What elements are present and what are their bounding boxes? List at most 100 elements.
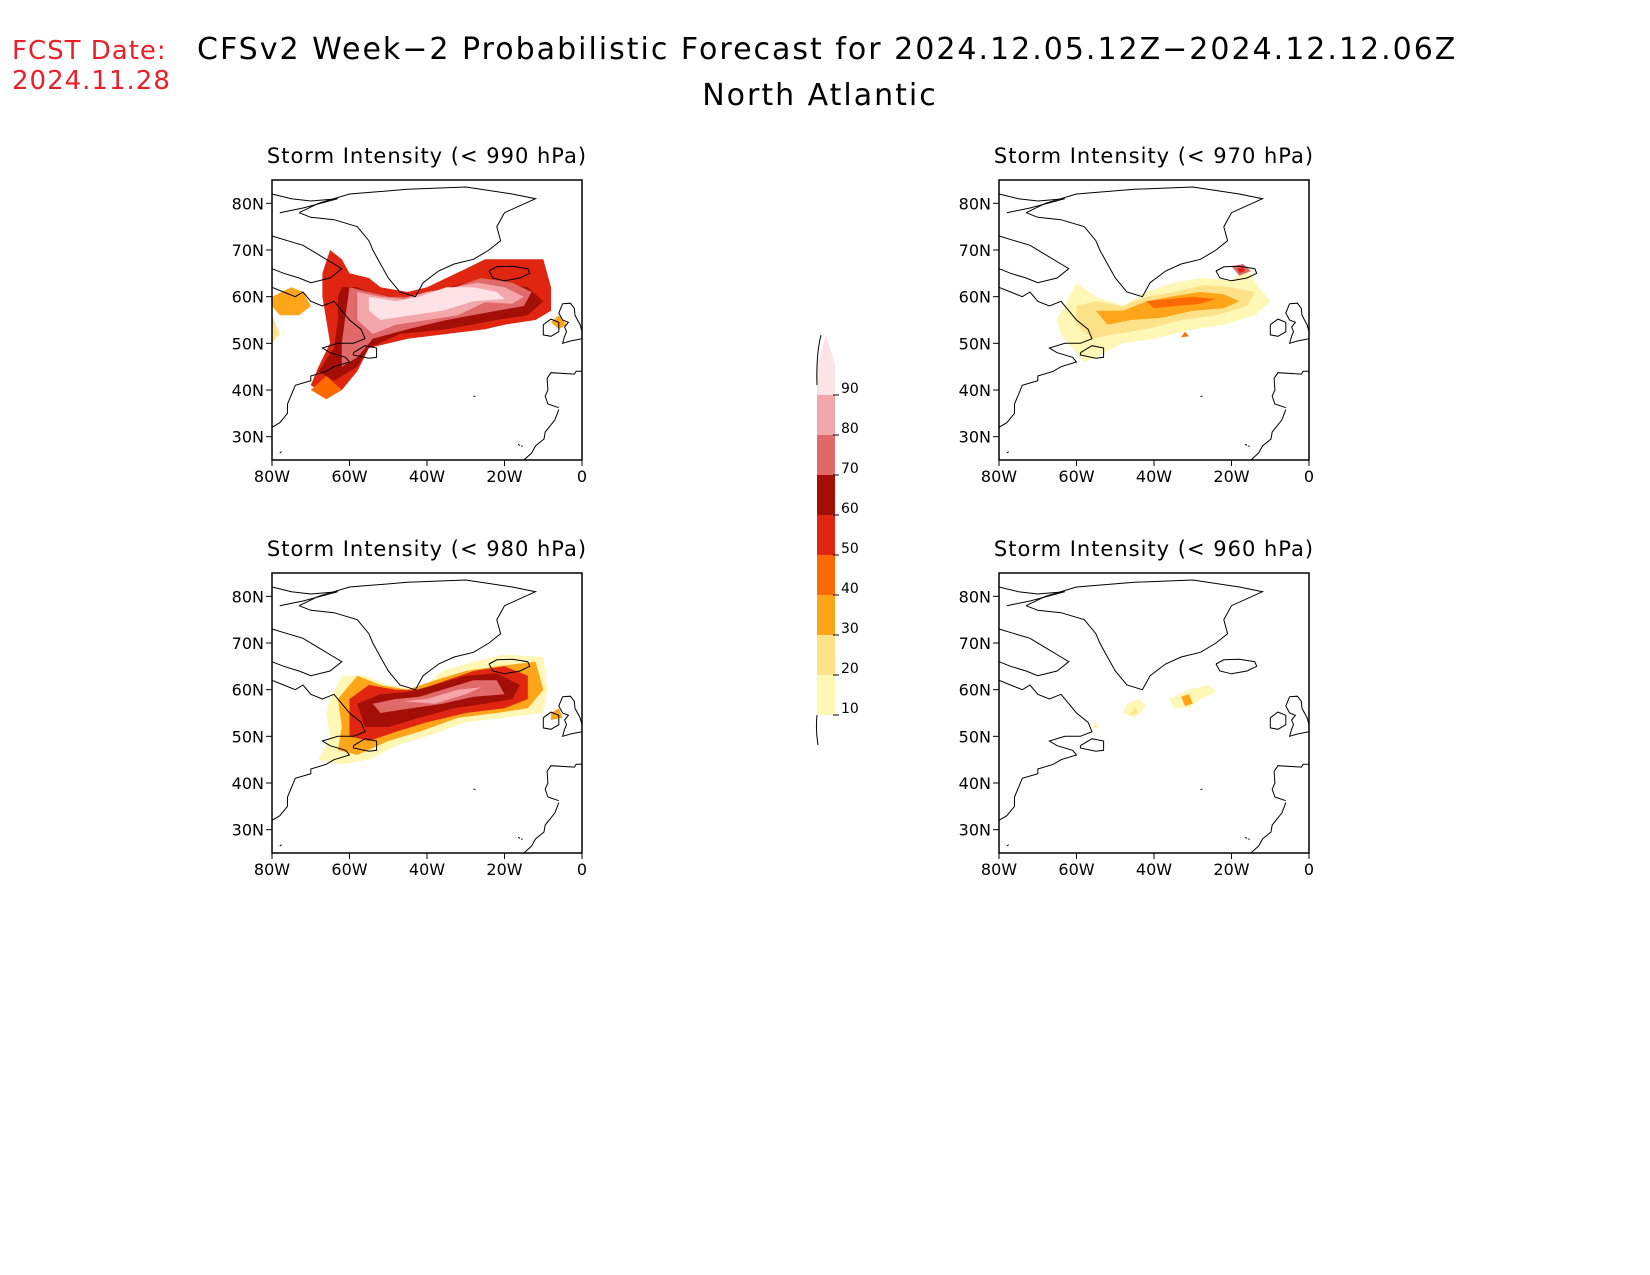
coastline-group (271, 186, 583, 461)
coastline (517, 443, 521, 446)
coastline (1025, 186, 1265, 298)
page-title: CFSv2 Week−2 Probabilistic Forecast for … (197, 32, 1458, 67)
probability-area (403, 687, 482, 704)
probability-area (1169, 685, 1216, 709)
colorbar-label: 50 (841, 541, 859, 557)
coastline (1025, 579, 1265, 691)
lat-tick-label: 40N (232, 381, 264, 400)
probability-area (1130, 706, 1139, 716)
lon-tick-label: 40W (1136, 860, 1172, 879)
colorbar-segment (817, 435, 835, 475)
coastline (558, 302, 583, 345)
lat-tick-label: 30N (959, 428, 991, 447)
coastline (1244, 836, 1248, 839)
probability-area (1237, 267, 1246, 274)
lon-tick-label: 80W (254, 860, 290, 879)
coastline (1250, 409, 1287, 461)
lat-tick-label: 70N (959, 241, 991, 260)
lat-tick-label: 50N (232, 334, 264, 353)
coastline (488, 265, 531, 282)
probability-area (368, 287, 505, 320)
map-panel-svg: Storm Intensity (< 960 hPa) 80N 70N 60N 50N 4… (959, 537, 1314, 879)
lat-tick-label: 40N (959, 381, 991, 400)
colorbar-label: 20 (841, 661, 859, 677)
panel-title: Storm Intensity (< 980 hPa) (267, 537, 587, 561)
lat-tick-label: 80N (959, 587, 991, 606)
lat-tick-label: 50N (959, 334, 991, 353)
coastline (1248, 838, 1250, 841)
colorbar-tail (815, 714, 821, 756)
coastline (998, 193, 1066, 214)
lat-tick-label: 60N (232, 681, 264, 700)
map-panel-970: Storm Intensity (< 970 hPa) 80N 70N 60N 50N 4… (959, 140, 1407, 520)
coastline (1271, 370, 1309, 409)
coastline (1269, 711, 1287, 730)
coastline (1248, 445, 1250, 448)
colorbar-segment (817, 515, 835, 555)
map-frame (998, 572, 1310, 854)
coastline (521, 838, 523, 841)
coastline (298, 186, 538, 298)
panel-title: Storm Intensity (< 960 hPa) (994, 537, 1314, 561)
probability-shading (272, 250, 567, 400)
coastline (558, 695, 583, 738)
coastline (542, 318, 560, 337)
colorbar-label: 30 (841, 621, 859, 637)
coastline (523, 409, 560, 461)
map-panel-svg: Storm Intensity (< 980 hPa) 80N 70N 60N 50N 4… (232, 537, 587, 879)
coastline (544, 763, 582, 802)
colorbar-segment (817, 555, 835, 595)
lat-tick-label: 40N (959, 774, 991, 793)
coastline-group (998, 579, 1310, 854)
lon-tick-label: 80W (981, 467, 1017, 486)
lat-tick-label: 80N (959, 194, 991, 213)
colorbar-segment (817, 335, 835, 395)
lon-tick-label: 60W (331, 860, 367, 879)
map-panel-svg: Storm Intensity (< 990 hPa) 80N 70N 60N 50N 4… (232, 144, 587, 486)
coastline (271, 286, 366, 428)
lat-tick-label: 60N (959, 288, 991, 307)
coastline (542, 711, 560, 730)
colorbar-segment (817, 395, 835, 435)
probability-shading (318, 654, 563, 765)
coastline (523, 802, 560, 854)
coastline (1215, 265, 1258, 282)
lat-tick-label: 30N (959, 821, 991, 840)
forecast-date-block: FCST Date: 2024.11.28 (12, 36, 171, 96)
coastline (1215, 658, 1258, 675)
coastline (271, 679, 366, 821)
lat-tick-label: 70N (232, 634, 264, 653)
page-subtitle: North Atlantic (0, 78, 1640, 113)
lon-tick-label: 80W (981, 860, 1017, 879)
coastline (1244, 443, 1248, 446)
lon-tick-label: 40W (409, 860, 445, 879)
lon-tick-label: 60W (1058, 860, 1094, 879)
coastline (1079, 738, 1105, 752)
coastline-group (998, 186, 1310, 461)
lon-tick-label: 0 (577, 467, 587, 486)
colorbar-segment (817, 635, 835, 675)
colorbar-segment (817, 475, 835, 515)
colorbar-label: 40 (841, 581, 859, 597)
map-panel-svg: Storm Intensity (< 970 hPa) 80N 70N 60N 50N 4… (959, 144, 1314, 486)
coastline (998, 628, 1070, 677)
forecast-date-label: FCST Date: (12, 36, 167, 66)
lon-tick-label: 40W (1136, 467, 1172, 486)
coastline (521, 445, 523, 448)
coastline (998, 286, 1093, 428)
lon-tick-label: 0 (1304, 860, 1314, 879)
probability-shading (1092, 685, 1216, 730)
coastline (517, 836, 521, 839)
coastline (1079, 345, 1105, 359)
coastline (298, 579, 538, 691)
coastline (352, 738, 378, 752)
coastline (488, 658, 531, 675)
colorbar-label: 70 (841, 461, 859, 477)
lat-tick-label: 60N (959, 681, 991, 700)
colorbar-label: 80 (841, 421, 859, 437)
lon-tick-label: 0 (1304, 467, 1314, 486)
coastline (1285, 695, 1310, 738)
probability-area (1181, 331, 1189, 338)
lat-tick-label: 70N (232, 241, 264, 260)
lat-tick-label: 80N (232, 194, 264, 213)
